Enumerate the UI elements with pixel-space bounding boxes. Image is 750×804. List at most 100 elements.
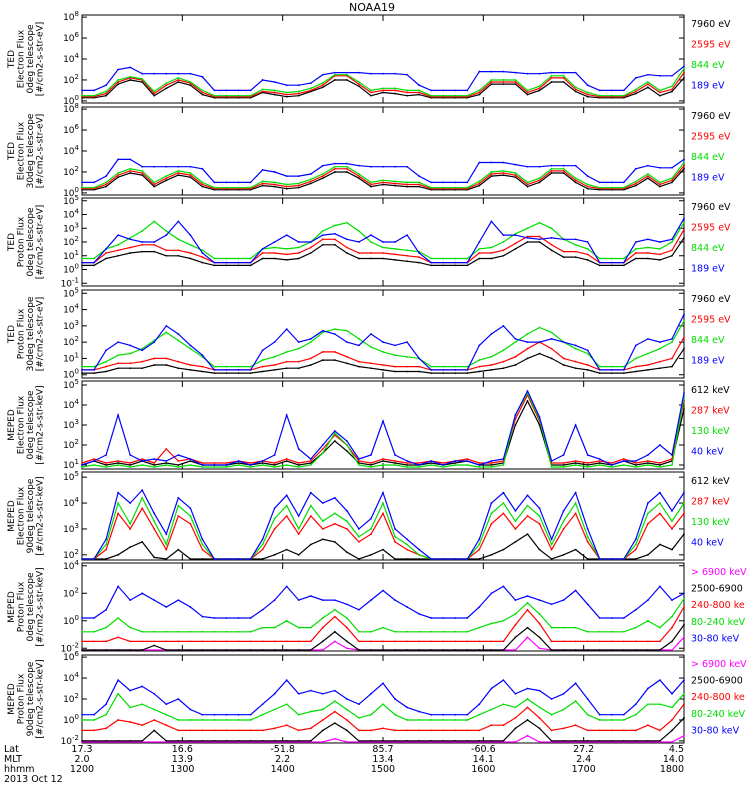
data-point <box>382 640 384 643</box>
data-point <box>225 466 228 468</box>
data-point <box>153 94 156 97</box>
data-point <box>454 261 457 264</box>
y-axis-label: [#/cm2-s-str-eV] <box>36 297 46 372</box>
data-point <box>418 357 421 360</box>
data-point <box>189 81 192 83</box>
data-point <box>634 466 637 468</box>
data-point <box>165 640 168 643</box>
y-tick-label: 105 <box>63 470 79 483</box>
data-point <box>454 649 457 651</box>
data-point <box>466 365 469 368</box>
data-point <box>177 504 180 507</box>
data-point <box>309 462 312 464</box>
data-point <box>562 167 565 170</box>
legend-entry: 240-800 ke <box>691 692 745 703</box>
data-point <box>165 713 168 716</box>
data-point <box>659 640 661 643</box>
data-point <box>683 217 685 220</box>
data-point <box>189 174 192 176</box>
data-point <box>430 464 433 466</box>
data-point <box>370 649 372 651</box>
data-point <box>382 420 384 422</box>
data-point <box>249 462 252 464</box>
data-point <box>610 649 613 651</box>
legend-entry: 130 keV <box>691 426 730 437</box>
data-point <box>189 234 192 237</box>
data-point <box>659 491 661 494</box>
data-point <box>249 729 252 732</box>
data-point <box>370 333 372 335</box>
data-point <box>261 626 264 629</box>
data-point <box>153 708 156 711</box>
data-point <box>538 599 541 602</box>
data-point <box>502 254 505 257</box>
orbit-row-label: Lat <box>4 744 19 755</box>
data-point <box>249 558 252 560</box>
data-point <box>345 647 348 650</box>
data-point <box>634 252 637 254</box>
data-point <box>321 528 324 530</box>
data-point <box>213 558 216 560</box>
data-point <box>406 464 408 466</box>
data-point <box>333 165 336 168</box>
data-point <box>574 464 577 466</box>
data-point <box>237 264 240 267</box>
data-point <box>321 173 324 175</box>
data-point <box>117 460 120 462</box>
data-point <box>189 243 192 246</box>
data-point <box>309 178 312 181</box>
legend-entry: 30-80 keV <box>691 725 740 736</box>
data-point <box>285 649 288 651</box>
y-tick-label: 102 <box>63 586 79 599</box>
data-point <box>478 626 481 629</box>
data-point <box>249 372 252 375</box>
legend-entry: 7960 eV <box>691 19 731 30</box>
data-point <box>430 640 433 643</box>
legend-entry: 40 keV <box>691 446 724 457</box>
legend-entry: 2595 eV <box>691 314 731 325</box>
data-point <box>502 234 505 237</box>
y-tick-label: 104 <box>63 671 79 684</box>
data-point <box>382 458 384 460</box>
orbit-cell-lat: 17.3 <box>71 744 92 755</box>
data-point <box>562 71 565 74</box>
data-point <box>165 543 168 546</box>
data-point <box>225 462 228 464</box>
data-point <box>430 89 433 92</box>
data-point <box>165 630 168 633</box>
data-point <box>177 81 180 83</box>
data-point <box>189 344 192 347</box>
data-point <box>490 687 493 690</box>
data-point <box>129 706 132 709</box>
y-axis-label: Electron Flux <box>17 121 27 180</box>
data-point <box>406 370 408 373</box>
data-point <box>370 630 372 633</box>
data-point <box>81 372 83 375</box>
data-point <box>454 257 457 260</box>
data-point <box>646 83 649 86</box>
orbit-cell-hhmm: 1500 <box>371 764 395 775</box>
data-point <box>646 460 649 462</box>
data-point <box>273 241 276 243</box>
data-point <box>297 640 300 643</box>
data-point <box>165 533 168 536</box>
data-point <box>550 357 553 360</box>
data-point <box>201 538 204 541</box>
data-point <box>526 165 529 168</box>
data-point <box>550 167 553 170</box>
data-point <box>358 344 360 347</box>
data-point <box>153 729 156 732</box>
data-point <box>285 84 288 87</box>
data-point <box>93 460 95 462</box>
data-point <box>345 329 348 332</box>
data-point <box>129 466 132 468</box>
data-point <box>321 729 324 732</box>
data-point <box>538 87 541 90</box>
data-point <box>406 719 408 721</box>
data-point <box>129 502 132 504</box>
data-point <box>646 619 649 622</box>
data-point <box>189 364 192 366</box>
data-point <box>574 344 577 347</box>
data-point <box>610 729 613 732</box>
